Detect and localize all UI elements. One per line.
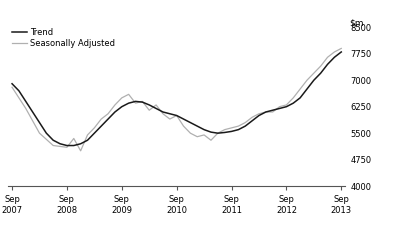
Text: $m: $m (349, 18, 363, 27)
Legend: Trend, Seasonally Adjusted: Trend, Seasonally Adjusted (12, 28, 116, 48)
